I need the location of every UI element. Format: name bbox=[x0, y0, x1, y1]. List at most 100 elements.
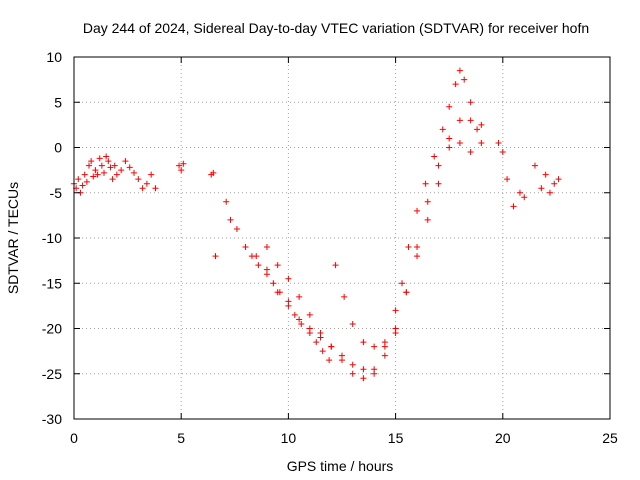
data-point bbox=[424, 216, 431, 223]
data-point bbox=[381, 339, 388, 346]
data-point bbox=[424, 198, 431, 205]
data-point bbox=[371, 366, 378, 373]
data-point bbox=[446, 144, 453, 151]
data-point bbox=[109, 176, 116, 183]
series-track-a bbox=[212, 198, 333, 364]
data-point bbox=[139, 185, 146, 192]
data-point bbox=[341, 293, 348, 300]
data-point bbox=[118, 167, 125, 174]
data-point bbox=[381, 352, 388, 359]
data-point bbox=[360, 339, 367, 346]
data-point bbox=[349, 361, 356, 368]
data-point bbox=[414, 253, 421, 260]
data-point bbox=[180, 160, 187, 167]
data-point bbox=[306, 311, 313, 318]
data-point bbox=[467, 99, 474, 106]
data-point bbox=[435, 162, 442, 169]
data-point bbox=[439, 126, 446, 133]
data-point bbox=[178, 167, 185, 174]
data-point bbox=[126, 164, 133, 171]
data-point bbox=[274, 289, 281, 296]
data-point bbox=[538, 185, 545, 192]
data-point bbox=[176, 162, 183, 169]
y-tick-label: 0 bbox=[54, 140, 62, 156]
data-point bbox=[504, 176, 511, 183]
data-point bbox=[79, 182, 86, 189]
data-point bbox=[371, 343, 378, 350]
data-point bbox=[263, 266, 270, 273]
x-tick-labels: 0 5 10 15 20 25 bbox=[70, 430, 618, 446]
data-point bbox=[414, 207, 421, 214]
data-point bbox=[319, 348, 326, 355]
data-point bbox=[148, 171, 155, 178]
data-point bbox=[92, 167, 99, 174]
data-point bbox=[349, 370, 356, 377]
series-early-morning bbox=[71, 153, 159, 196]
data-point bbox=[98, 162, 105, 169]
data-point bbox=[107, 164, 114, 171]
data-point bbox=[306, 325, 313, 332]
x-tick-label: 10 bbox=[281, 430, 297, 446]
data-point bbox=[86, 162, 93, 169]
data-point bbox=[422, 180, 429, 187]
x-tick-label: 0 bbox=[70, 430, 78, 446]
data-point bbox=[328, 343, 335, 350]
y-tick-labels: -30 -25 -20 -15 -10 -5 0 5 10 bbox=[42, 49, 62, 427]
data-point bbox=[143, 180, 150, 187]
data-point bbox=[296, 293, 303, 300]
data-point bbox=[392, 307, 399, 314]
data-point bbox=[542, 171, 549, 178]
data-point bbox=[546, 189, 553, 196]
data-point bbox=[122, 158, 129, 165]
data-point bbox=[531, 162, 538, 169]
data-point bbox=[392, 325, 399, 332]
data-point bbox=[446, 103, 453, 110]
series-track-d bbox=[332, 135, 474, 350]
data-point bbox=[405, 244, 412, 251]
data-point bbox=[103, 153, 110, 160]
chart-title: Day 244 of 2024, Sidereal Day-to-day VTE… bbox=[83, 20, 589, 36]
data-point bbox=[435, 180, 442, 187]
data-point bbox=[90, 173, 97, 180]
series-late bbox=[495, 139, 562, 210]
data-point bbox=[285, 302, 292, 309]
series-track-c bbox=[263, 117, 485, 373]
x-tick-label: 20 bbox=[495, 430, 511, 446]
data-point bbox=[96, 155, 103, 162]
data-point bbox=[495, 139, 502, 146]
data-points bbox=[71, 67, 562, 382]
data-point bbox=[317, 330, 324, 337]
data-point bbox=[210, 169, 217, 176]
y-tick-label: -10 bbox=[42, 230, 62, 246]
series-isolated-5h bbox=[176, 160, 217, 178]
y-tick-label: -25 bbox=[42, 366, 62, 382]
series-track-b bbox=[253, 67, 485, 382]
data-point bbox=[233, 225, 240, 232]
data-point bbox=[326, 357, 333, 364]
data-point bbox=[349, 320, 356, 327]
y-tick-label: 5 bbox=[54, 94, 62, 110]
data-point bbox=[274, 262, 281, 269]
y-tick-label: -20 bbox=[42, 321, 62, 337]
data-point bbox=[467, 149, 474, 156]
data-point bbox=[516, 189, 523, 196]
data-point bbox=[75, 176, 82, 183]
data-point bbox=[510, 203, 517, 210]
data-point bbox=[111, 162, 118, 169]
data-point bbox=[81, 171, 88, 178]
y-tick-label: 10 bbox=[46, 49, 62, 65]
data-point bbox=[270, 280, 277, 287]
grid-lines bbox=[74, 57, 610, 419]
data-point bbox=[452, 81, 459, 88]
data-point bbox=[478, 139, 485, 146]
data-point bbox=[88, 158, 95, 165]
data-point bbox=[313, 339, 320, 346]
y-axis-label: SDTVAR / TECUs bbox=[5, 182, 21, 294]
data-point bbox=[332, 262, 339, 269]
data-point bbox=[414, 244, 421, 251]
data-point bbox=[551, 180, 558, 187]
data-point bbox=[94, 171, 101, 178]
data-point bbox=[285, 275, 292, 282]
data-point bbox=[131, 169, 138, 176]
